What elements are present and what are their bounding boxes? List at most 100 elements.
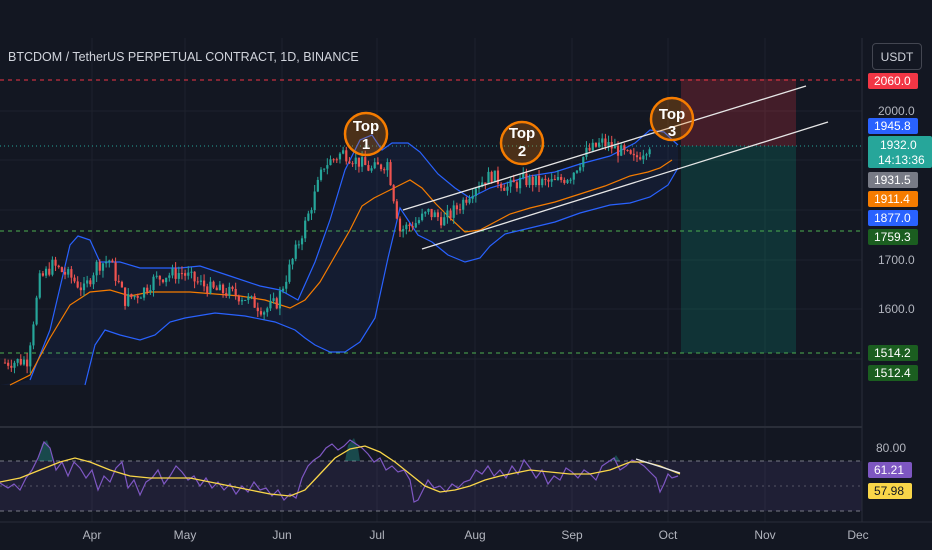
candle-body xyxy=(547,179,550,182)
candle-body xyxy=(338,153,342,160)
candle-body xyxy=(319,169,323,180)
candle-body xyxy=(487,171,490,185)
candle-body xyxy=(509,179,512,187)
candle-body xyxy=(585,147,588,157)
candle-body xyxy=(386,162,389,171)
top-2-marker[interactable]: Top 2 xyxy=(499,120,545,166)
candle-body xyxy=(484,182,487,185)
svg-text:1: 1 xyxy=(362,136,370,153)
candle-body xyxy=(139,297,142,299)
candle-body xyxy=(522,173,525,178)
price-tag-1514-2: 1514.2 xyxy=(868,345,918,361)
bollinger-lower-band xyxy=(84,167,679,386)
candle-body xyxy=(367,165,370,171)
candle-body xyxy=(408,224,411,227)
candle-body xyxy=(278,290,282,309)
price-tick-1700: 1700.0 xyxy=(878,253,915,267)
candle-body xyxy=(196,281,199,283)
candle-body xyxy=(73,277,76,282)
candle-body xyxy=(114,262,117,281)
candle-body xyxy=(531,176,534,186)
price-tag-1877: 1877.0 xyxy=(868,210,918,226)
candle-body xyxy=(591,142,594,151)
month-label-apr: Apr xyxy=(83,528,102,542)
time-axis-panel[interactable] xyxy=(0,522,932,550)
candle-body xyxy=(48,268,51,275)
price-tag-current: 1932.014:13:36 xyxy=(868,136,932,168)
candle-body xyxy=(316,179,319,192)
rsi-tag-value: 61.21 xyxy=(868,462,912,478)
candle-body xyxy=(560,177,563,180)
candle-body xyxy=(190,271,193,273)
currency-button[interactable]: USDT xyxy=(872,43,922,70)
top-1-marker[interactable]: Top 1 xyxy=(343,111,389,157)
candle-body xyxy=(500,183,503,188)
candle-body xyxy=(439,217,443,226)
candle-body xyxy=(607,141,610,147)
candle-body xyxy=(326,165,329,169)
candle-body xyxy=(348,161,351,164)
candle-body xyxy=(604,138,607,147)
candle-body xyxy=(111,260,114,263)
candle-body xyxy=(474,188,477,196)
candle-body xyxy=(541,178,544,186)
candle-body xyxy=(105,261,108,264)
candle-body xyxy=(212,281,215,288)
take-profit-zone[interactable] xyxy=(681,146,796,353)
candle-body xyxy=(41,273,45,276)
price-tick-2000: 2000.0 xyxy=(878,104,915,118)
rsi-pane[interactable] xyxy=(0,438,862,512)
candle-body xyxy=(373,162,376,169)
candle-body xyxy=(7,362,10,366)
candle-body xyxy=(174,268,177,279)
candle-body xyxy=(187,272,190,276)
candle-body xyxy=(22,359,26,365)
candle-body xyxy=(370,168,373,171)
candle-body xyxy=(152,276,155,291)
candle-body xyxy=(177,273,180,279)
candle-body xyxy=(237,295,240,302)
candle-body xyxy=(133,295,136,298)
price-tag-2060: 2060.0 xyxy=(868,73,918,89)
candle-body xyxy=(202,280,206,287)
candle-body xyxy=(313,191,316,211)
candle-body xyxy=(588,147,591,151)
candle-body xyxy=(556,177,560,180)
ascending-channel[interactable] xyxy=(402,85,829,250)
candle-body xyxy=(146,287,149,292)
candle-body xyxy=(446,210,449,218)
top-3-marker[interactable]: Top 3 xyxy=(649,96,695,142)
candle-body xyxy=(345,150,348,162)
candle-body xyxy=(142,287,146,298)
stop-loss-zone[interactable] xyxy=(681,79,796,146)
candle-body xyxy=(300,238,304,245)
candle-body xyxy=(616,145,620,156)
candle-body xyxy=(26,359,29,367)
svg-text:2: 2 xyxy=(518,143,526,160)
candle-body xyxy=(57,265,60,268)
candle-body xyxy=(231,286,234,289)
candle-body xyxy=(493,170,496,182)
candle-body xyxy=(342,150,345,154)
candle-body xyxy=(623,145,626,151)
candle-body xyxy=(364,157,367,166)
price-axis-ticks: 2000.0 1700.0 1600.0 xyxy=(878,104,915,316)
candle-body xyxy=(626,150,629,152)
channel-lower-line xyxy=(421,121,829,250)
bollinger-upper-band xyxy=(29,129,679,381)
candle-body xyxy=(563,179,566,183)
candle-body xyxy=(269,300,272,309)
candle-body xyxy=(383,169,386,171)
candle-body xyxy=(332,159,335,161)
price-tag-1945-8: 1945.8 xyxy=(868,118,918,134)
svg-text:1759.3: 1759.3 xyxy=(874,230,911,244)
month-label-oct: Oct xyxy=(659,528,678,542)
candle-body xyxy=(357,157,361,167)
candlestick-series[interactable] xyxy=(3,133,651,374)
candle-body xyxy=(79,287,82,291)
symbol-title[interactable]: BTCDOM / TetherUS PERPETUAL CONTRACT, 1D… xyxy=(8,50,359,64)
svg-text:Top: Top xyxy=(509,125,535,142)
bollinger-fill xyxy=(0,130,678,385)
